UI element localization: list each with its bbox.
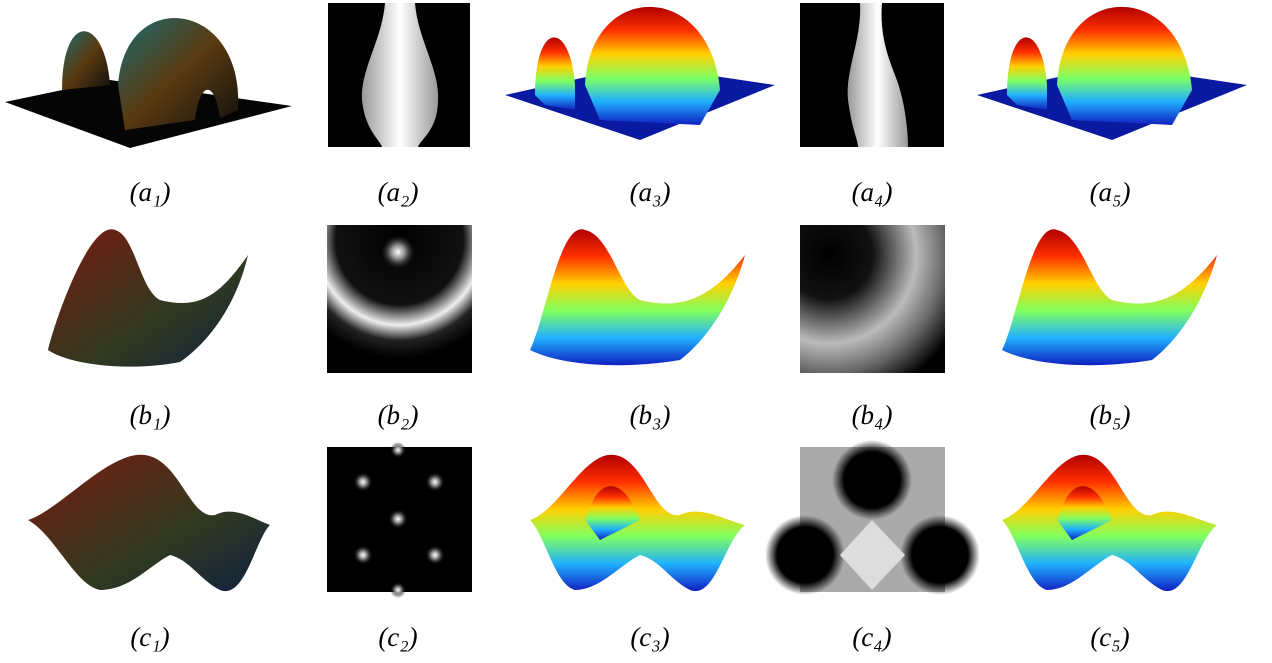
panel-b2 (327, 225, 472, 373)
panel-c3 (530, 455, 745, 591)
panel-label: (a₄) (852, 177, 893, 207)
panel-a4 (800, 3, 944, 147)
panel-label: (c₂) (378, 622, 417, 652)
panel-a5 (977, 7, 1247, 140)
panel-label: (a₃) (630, 177, 671, 207)
panel-c4 (765, 440, 980, 595)
panel-label: (b₅) (1090, 400, 1131, 430)
panel-label: (c₄) (852, 622, 891, 652)
panel-label: (b₁) (130, 400, 171, 430)
panel-label: (a₁) (130, 177, 171, 207)
panel-b4 (800, 225, 945, 373)
panel-c2 (327, 442, 472, 598)
page: (a₁) (a₂) (a₃) (a₄) (a₅) (b₁) (b₂) (b₃) (b₄) (b₅)… (0, 0, 1272, 663)
panel-label: (c₅) (1090, 622, 1129, 652)
panel-label: (b₄) (852, 400, 893, 430)
panel-label: (a₅) (1090, 177, 1131, 207)
panel-label: (c₃) (630, 622, 669, 652)
panel-c1 (28, 455, 270, 591)
panel-label: (b₃) (630, 400, 671, 430)
panel-a1 (5, 18, 292, 148)
panel-a2 (328, 3, 470, 147)
panel-b1 (48, 229, 248, 366)
panel-label: (b₂) (378, 400, 419, 430)
panel-b5 (1002, 229, 1217, 365)
panel-b3 (530, 229, 745, 365)
panel-label: (a₂) (378, 177, 419, 207)
panel-a3 (505, 7, 775, 140)
figure: (a₁) (a₂) (a₃) (a₄) (a₅) (b₁) (b₂) (b₃) (b₄) (b₅)… (0, 0, 1272, 663)
panel-label: (c₁) (130, 622, 169, 652)
panel-c5 (1002, 455, 1217, 591)
